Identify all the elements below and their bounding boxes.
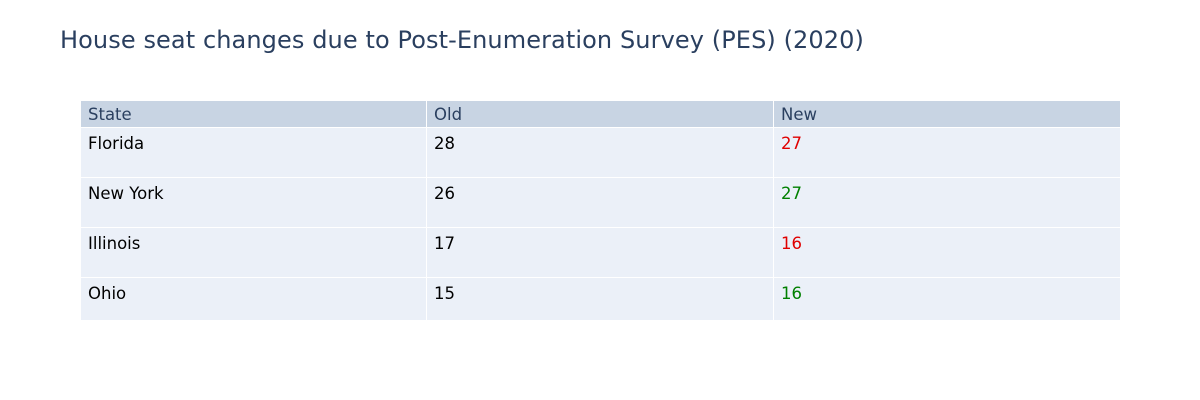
cell-state: Florida bbox=[81, 128, 427, 178]
cell-state: Ohio bbox=[81, 278, 427, 320]
cell-new: 27 bbox=[774, 128, 1120, 178]
cell-old: 15 bbox=[427, 278, 774, 320]
table-header-row: State Old New bbox=[81, 101, 1120, 128]
table-row: Ohio 15 16 bbox=[81, 278, 1120, 320]
table-row: New York 26 27 bbox=[81, 178, 1120, 228]
chart-title: House seat changes due to Post-Enumerati… bbox=[60, 26, 865, 54]
table-row: Florida 28 27 bbox=[81, 128, 1120, 178]
cell-new: 16 bbox=[774, 228, 1120, 278]
header-old: Old bbox=[427, 101, 774, 128]
header-state: State bbox=[81, 101, 427, 128]
cell-state: Illinois bbox=[81, 228, 427, 278]
cell-old: 28 bbox=[427, 128, 774, 178]
cell-new: 27 bbox=[774, 178, 1120, 228]
header-new: New bbox=[774, 101, 1120, 128]
cell-state: New York bbox=[81, 178, 427, 228]
table-row: Illinois 17 16 bbox=[81, 228, 1120, 278]
seat-changes-table: State Old New Florida 28 27 New York 26 … bbox=[81, 101, 1120, 320]
cell-old: 17 bbox=[427, 228, 774, 278]
cell-new: 16 bbox=[774, 278, 1120, 320]
cell-old: 26 bbox=[427, 178, 774, 228]
